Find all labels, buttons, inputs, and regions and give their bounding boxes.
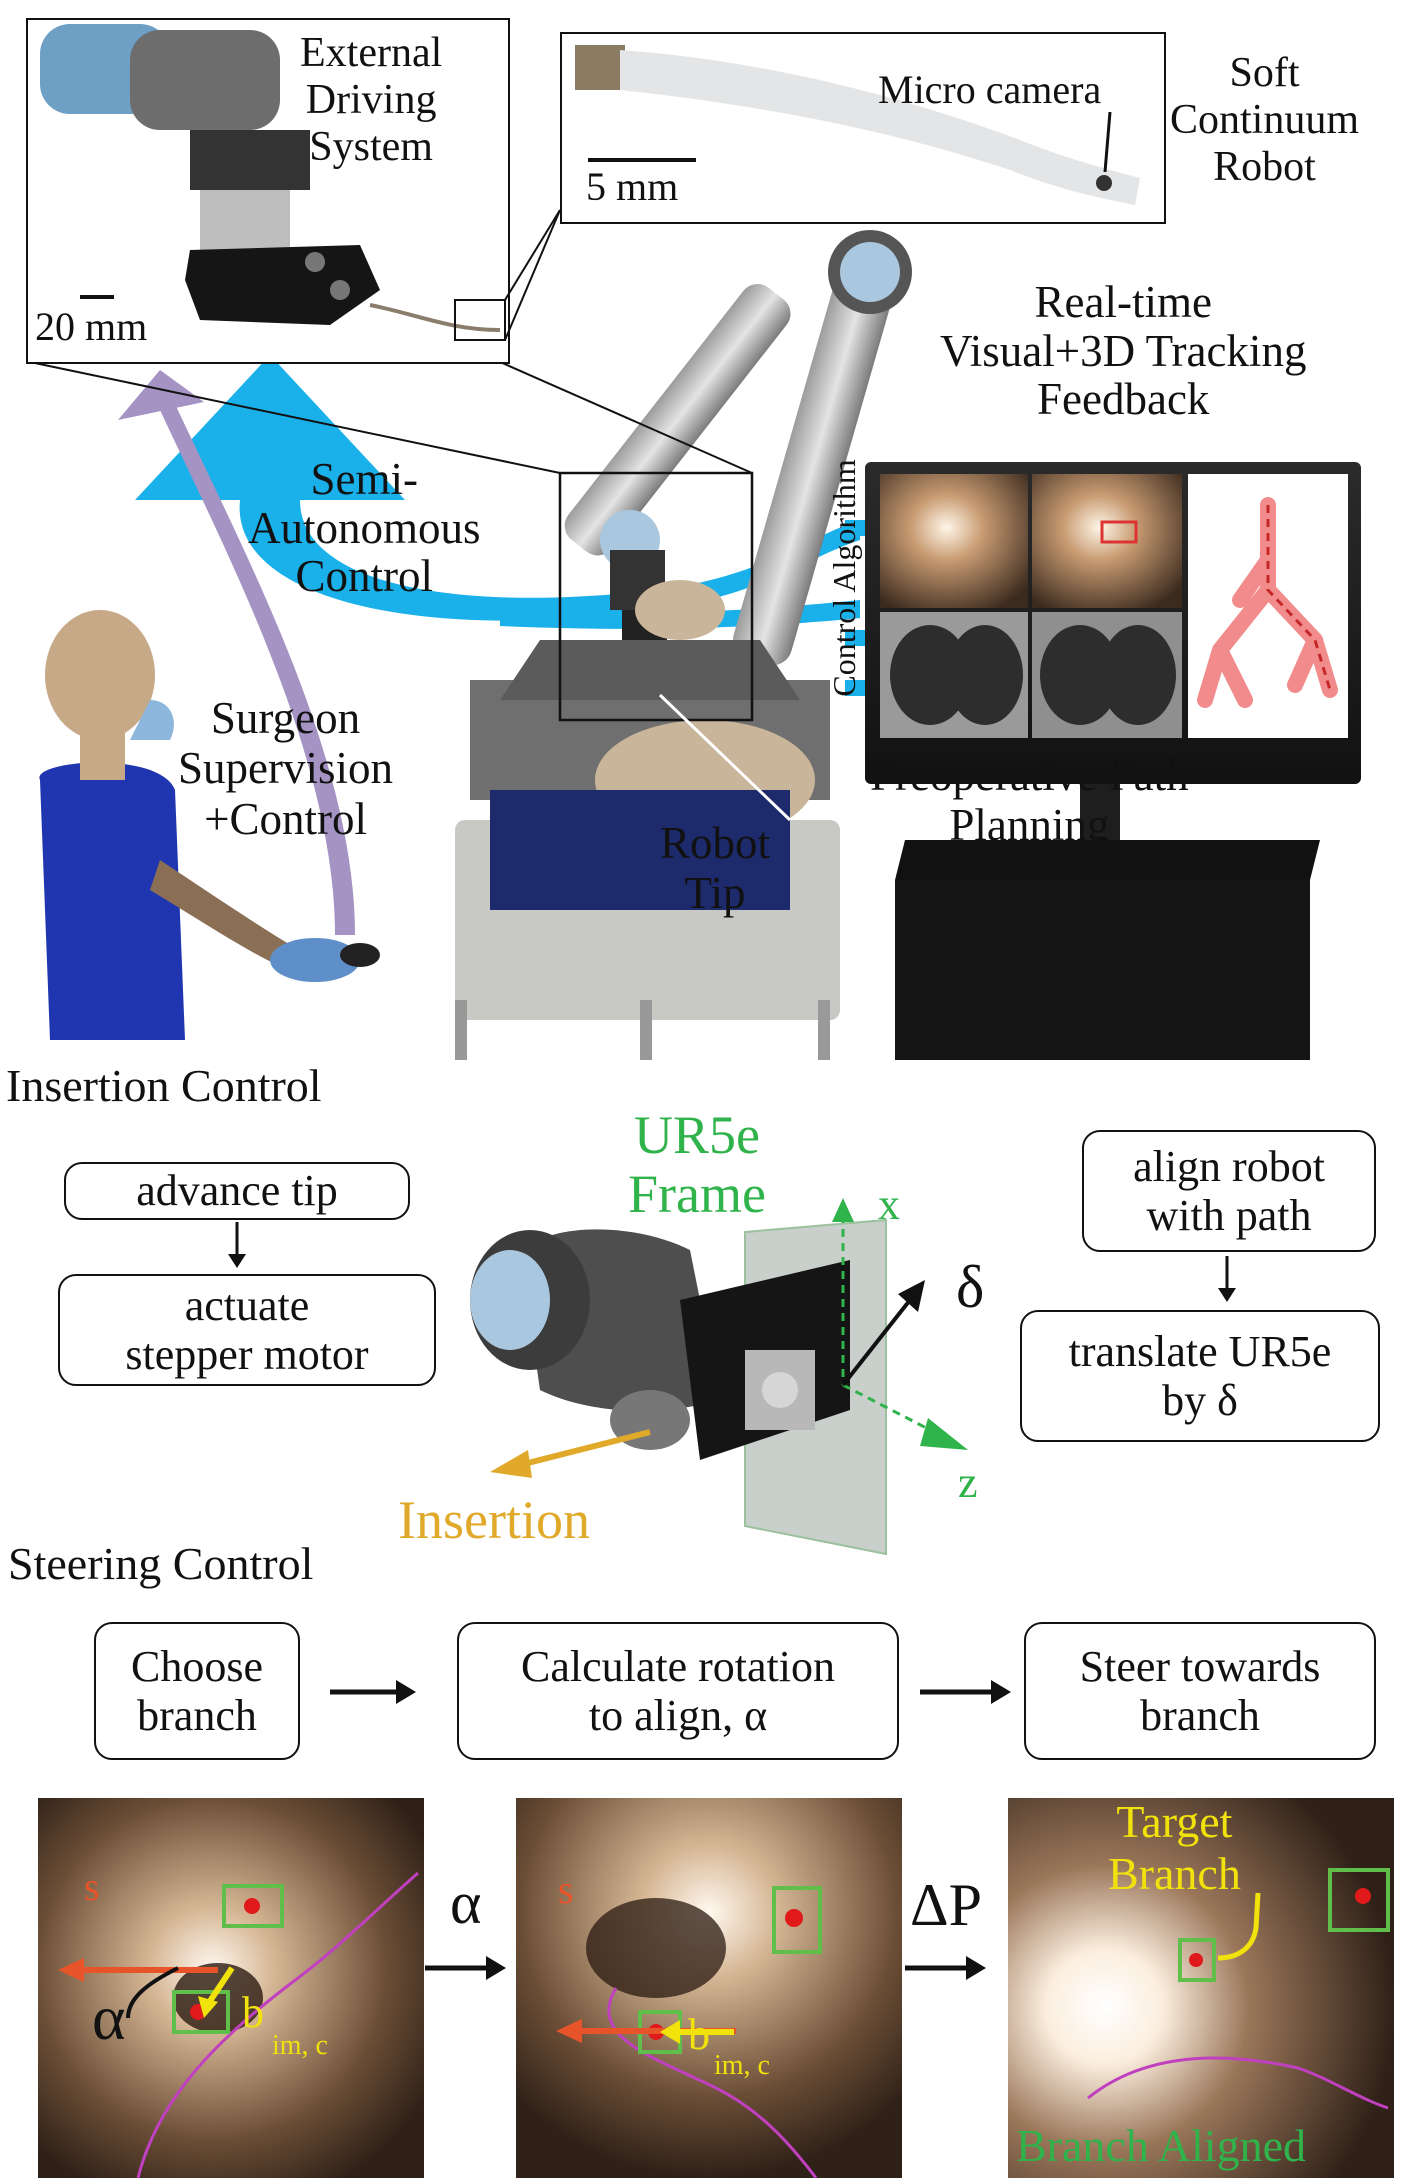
top-scene (28, 20, 1361, 1060)
endoscope-image-1-graphic (38, 1798, 424, 2178)
soft-continuum-robot-label: Soft Continuum Robot (1170, 50, 1360, 191)
surgeon-figure (39, 610, 380, 1040)
alpha-between-label: α (450, 1870, 482, 1936)
drive-inset-frame (26, 18, 510, 364)
delta-p-label: ΔP (910, 1872, 982, 1938)
endoscope-image-2 (516, 1798, 902, 2178)
b-subscript-2: im, c (714, 2050, 770, 2081)
patient-table (455, 580, 840, 1060)
drive-title: External Driving System (300, 30, 443, 171)
soft-robot-inset-frame (560, 32, 1166, 224)
endoscope-image-1 (38, 1798, 424, 2178)
b-subscript-1: im, c (272, 2030, 328, 2061)
endoscope-image-2-graphic (516, 1798, 902, 2178)
alpha-label-1: α (92, 1982, 126, 2053)
tip-zoom-box (29, 361, 792, 822)
translate-ur5e-box: translate UR5e by δ (1020, 1310, 1380, 1442)
target-branch-label: Target Branch (1108, 1796, 1241, 1899)
robot-tip-label: Robot Tip (660, 818, 771, 919)
tracking-feedback-label: Real-time Visual+3D Tracking Feedback (940, 277, 1307, 425)
monitor (865, 462, 1361, 784)
preop-label: Preoperative Path Planning (870, 750, 1189, 851)
insertion-label: Insertion (398, 1490, 590, 1550)
actuate-stepper-box: actuate stepper motor (58, 1274, 436, 1386)
camera-label: Micro camera (878, 67, 1102, 112)
endoscope-image-3 (1008, 1798, 1394, 2178)
surgeon-label: Surgeon Supervision +Control (178, 693, 394, 844)
soft-robot-inset-graphic (562, 34, 1164, 222)
surgeon-arrow (118, 370, 355, 935)
s-vector-label-1: s (84, 1864, 100, 1909)
control-algorithm-label: Control Algorithm (826, 459, 863, 697)
robot-cart (895, 770, 1320, 1060)
choose-branch-box: Choose branch (94, 1622, 300, 1760)
align-robot-box: align robot with path (1082, 1130, 1376, 1252)
endoscope-image-3-graphic (1008, 1798, 1394, 2178)
branch-aligned-label: Branch Aligned (1016, 2120, 1306, 2171)
steering-section-title: Steering Control (8, 1538, 314, 1589)
b-label-2: b (688, 2010, 710, 2059)
calculate-rotation-box: Calculate rotation to align, α (457, 1622, 899, 1760)
axis-x-label: x (878, 1180, 900, 1229)
insertion-section-title: Insertion Control (6, 1060, 322, 1111)
drive-inset-graphic (28, 20, 561, 362)
semi-autonomous-label: Semi- Autonomous Control (248, 454, 481, 602)
b-label-1: b (242, 1988, 264, 2037)
s-vector-label-2: s (558, 1867, 574, 1912)
axis-z-label: z (958, 1458, 978, 1507)
steer-towards-box: Steer towards branch (1024, 1622, 1376, 1760)
drive-scale-label: 20 mm (35, 304, 148, 349)
soft-robot-scale-label: 5 mm (586, 164, 679, 209)
ur5e-frame-label: UR5e Frame (628, 1105, 766, 1225)
advance-tip-box: advance tip (64, 1162, 410, 1220)
delta-label: δ (956, 1254, 985, 1320)
